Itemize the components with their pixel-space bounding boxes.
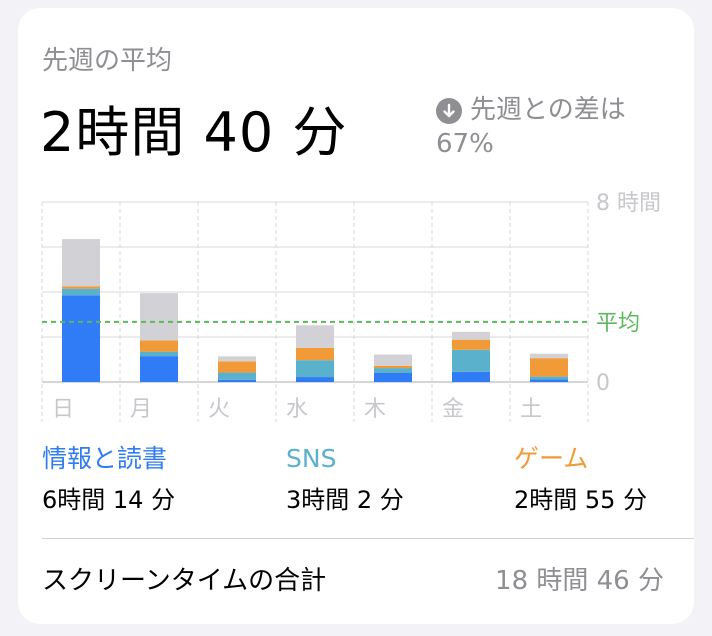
bar-segment [296,325,334,348]
bar-segment [62,288,100,296]
category-time-games: 2時間 55 分 [514,486,648,514]
category-time-reading: 6時間 14 分 [42,486,176,514]
day-label: 木 [364,397,386,422]
bar-segment [296,377,334,382]
total-screen-time-label: スクリーンタイムの合計 [42,566,327,596]
bar-segment [296,360,334,378]
bar-segment [374,365,412,369]
daily-average-time: 2時間 40 分 [40,101,348,164]
bar-segment [374,354,412,366]
bar-segment [218,379,256,382]
bar-segment [62,286,100,289]
y-tick-label: 0 [596,371,610,396]
bar-segment [140,351,178,357]
bar-segment [374,373,412,382]
bar-segment [452,371,490,382]
bar-segment [452,339,490,350]
day-label: 水 [286,397,308,422]
bar-segment [62,295,100,382]
bar-segment [530,358,568,377]
bar-segment [452,349,490,372]
bar-segment [452,331,490,340]
day-label: 火 [208,397,230,422]
bar-segment [374,368,412,373]
day-label: 土 [520,397,542,422]
card-subtitle: 先週の平均 [42,46,173,76]
divider [42,538,694,539]
category-label-sns: SNS [286,444,337,473]
bar-segment [140,293,178,341]
day-label: 金 [442,397,464,422]
weekly-usage-chart[interactable]: 日 月 火 水 木 金 土 平均 8 時間 0 [18,188,694,428]
weekly-diff-label: 先週との差は [470,95,626,125]
arrow-down-circle-icon [436,97,462,124]
bar-segment [218,361,256,373]
bar-segment [530,353,568,359]
bar-segment [140,340,178,352]
category-label-games: ゲーム [514,444,589,473]
bar-segment [218,356,256,362]
total-screen-time-value: 18 時間 46 分 [495,566,664,596]
bar-segment [530,376,568,380]
weekly-diff: 先週との差は 67% [436,94,676,162]
category-time-sns: 3時間 2 分 [286,486,404,514]
screen-time-card[interactable]: 先週の平均 2時間 40 分 先週との差は 67% 日 月 火 水 木 金 土 平均 8 時間 0… [18,8,694,624]
y-tick-label: 8 時間 [596,191,661,216]
bar-segment [62,239,100,287]
bar-segment [140,356,178,382]
bar-segment [218,372,256,380]
bar-segment [530,379,568,382]
category-label-reading: 情報と読書 [42,444,168,473]
average-label: 平均 [596,311,640,336]
bar-segment [296,347,334,361]
day-label: 月 [130,397,152,422]
weekly-diff-value: 67% [436,128,494,159]
day-label: 日 [52,397,74,422]
